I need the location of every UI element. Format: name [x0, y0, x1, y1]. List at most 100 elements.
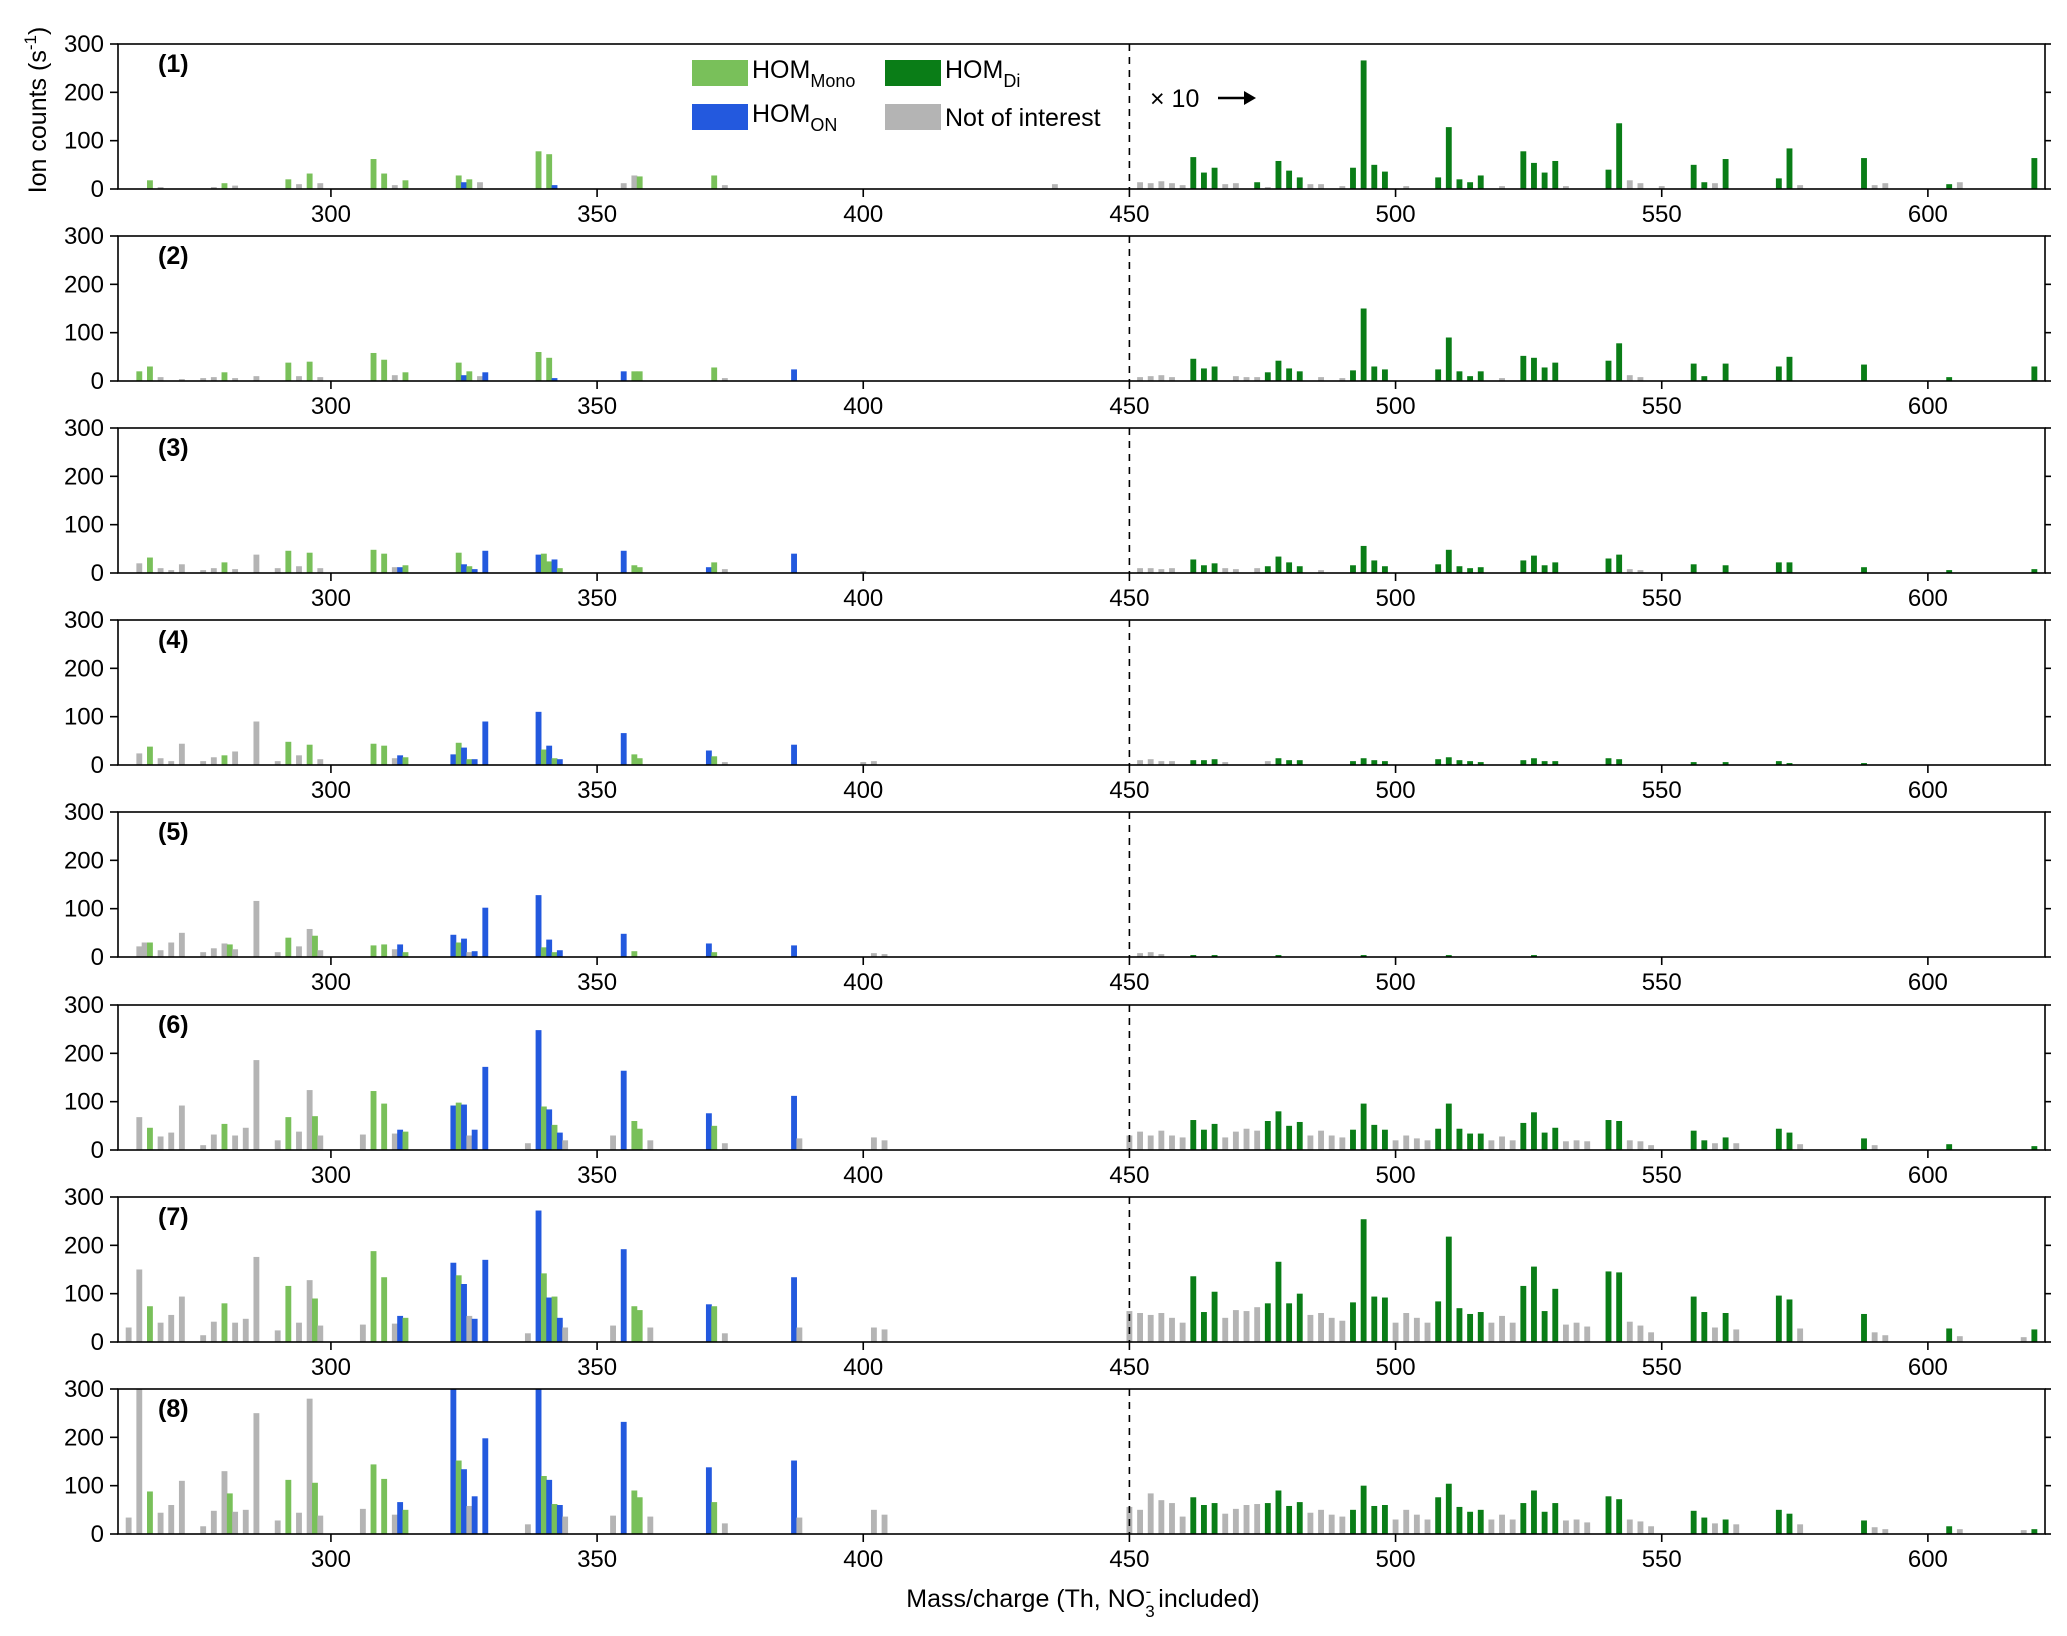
bar-noi	[317, 1515, 324, 1534]
bar-di	[1531, 162, 1537, 189]
x-tick-label: 400	[843, 1162, 883, 1189]
y-tick-label: 100	[64, 1281, 104, 1308]
bar-noi	[562, 1140, 569, 1150]
bar-di	[1201, 368, 1207, 381]
bar-noi	[477, 376, 483, 381]
bar-di	[1541, 1132, 1548, 1150]
bar-di	[1190, 1120, 1197, 1150]
panel-1: 0 100 200 300 300 350 400 450 500 550 600 (1)	[64, 31, 2051, 228]
panel-4: 0 100 200 300 300 350 400 450 500 550 600 (4)	[64, 607, 2051, 804]
bar-on	[546, 1297, 553, 1342]
bar-di	[1264, 1303, 1271, 1342]
bar-noi	[274, 761, 281, 765]
bar-mono	[711, 367, 718, 381]
bar-di	[1190, 157, 1197, 189]
bar-di	[1616, 554, 1623, 573]
bar-on	[461, 747, 467, 765]
x-tick-label: 400	[843, 201, 883, 228]
bar-on	[471, 1496, 478, 1534]
bar-di	[1541, 565, 1548, 573]
bar-di	[1616, 1121, 1623, 1150]
bar-mono	[381, 944, 388, 957]
bar-di	[1456, 179, 1463, 189]
bar-on	[705, 1113, 712, 1150]
bar-noi	[1637, 1325, 1644, 1342]
bar-noi	[232, 1511, 239, 1534]
bar-mono	[370, 1091, 377, 1150]
x-tick-label: 500	[1376, 1546, 1416, 1573]
bar-di	[1264, 566, 1271, 573]
bar-mono	[312, 935, 318, 957]
bar-noi	[1424, 1322, 1431, 1342]
bar-noi	[274, 1330, 281, 1342]
bar-noi	[1626, 375, 1633, 381]
bar-di	[1861, 1138, 1867, 1150]
bar-noi	[391, 1514, 398, 1534]
bar-on	[450, 934, 457, 957]
bar-noi	[157, 1136, 164, 1150]
bar-noi	[1797, 1524, 1804, 1534]
bar-noi	[317, 1135, 324, 1150]
bar-on	[620, 933, 627, 957]
bar-mono	[285, 1117, 292, 1150]
x-tick-label: 500	[1376, 969, 1416, 996]
bar-noi	[1222, 1513, 1229, 1534]
bar-di	[1946, 1328, 1953, 1342]
bar-noi	[1499, 1315, 1505, 1342]
bar-di	[1211, 955, 1218, 957]
bar-mono	[631, 371, 638, 381]
bar-di	[1775, 761, 1782, 765]
y-tick-label: 0	[91, 176, 104, 203]
bar-di	[1531, 1112, 1537, 1150]
bar-di	[1286, 170, 1293, 189]
bar-di	[1616, 1272, 1623, 1342]
bar-di	[1786, 1513, 1793, 1534]
bar-mono	[221, 1303, 228, 1342]
bar-noi	[881, 1140, 888, 1150]
bar-noi	[1158, 375, 1165, 381]
bar-mono	[136, 371, 143, 381]
bar-noi	[860, 571, 867, 573]
bar-mono	[285, 362, 292, 381]
bar-di	[1264, 1503, 1271, 1534]
bar-di	[1467, 1133, 1474, 1150]
bar-noi	[1179, 185, 1186, 189]
bar-noi	[1243, 1505, 1250, 1534]
bar-noi	[1733, 1524, 1740, 1534]
bar-noi	[860, 762, 867, 765]
bar-noi	[1488, 1322, 1495, 1342]
bar-noi	[2020, 1530, 2027, 1534]
bar-di	[1531, 1490, 1537, 1534]
bar-noi	[631, 175, 638, 189]
bar-noi	[157, 377, 164, 381]
x-axis-title-post: included)	[1151, 1585, 1259, 1613]
bar-mono	[466, 179, 473, 189]
bar-noi	[1392, 1519, 1399, 1534]
bar-di	[1722, 1137, 1729, 1150]
bar-mono	[535, 352, 542, 381]
y-tick-label: 200	[64, 1040, 104, 1067]
bar-di	[1520, 1285, 1527, 1342]
x-tick-label: 450	[1109, 1354, 1149, 1381]
bar-noi	[1797, 1144, 1804, 1150]
legend-swatch-on	[692, 104, 748, 130]
bar-noi	[1658, 186, 1665, 189]
bar-di	[1296, 566, 1303, 573]
x-tick-label: 350	[577, 393, 617, 420]
bar-noi	[306, 1398, 313, 1534]
panel-3: 0 100 200 300 300 350 400 450 500 550 600 (3)	[64, 415, 2051, 612]
bar-mono	[306, 744, 313, 765]
bar-noi	[125, 1327, 132, 1342]
bar-on	[620, 1249, 627, 1342]
bar-noi	[1158, 761, 1165, 765]
bar-di	[1786, 562, 1793, 573]
bar-mono	[381, 173, 388, 189]
bar-noi	[1712, 1143, 1718, 1150]
bar-mono	[312, 1298, 318, 1342]
bar-noi	[721, 185, 728, 189]
bar-di	[1861, 1313, 1867, 1342]
legend-label-on: HOMON	[752, 100, 837, 135]
bar-noi	[1584, 1141, 1591, 1150]
bar-noi	[466, 1315, 473, 1342]
bar-di	[1616, 759, 1623, 765]
